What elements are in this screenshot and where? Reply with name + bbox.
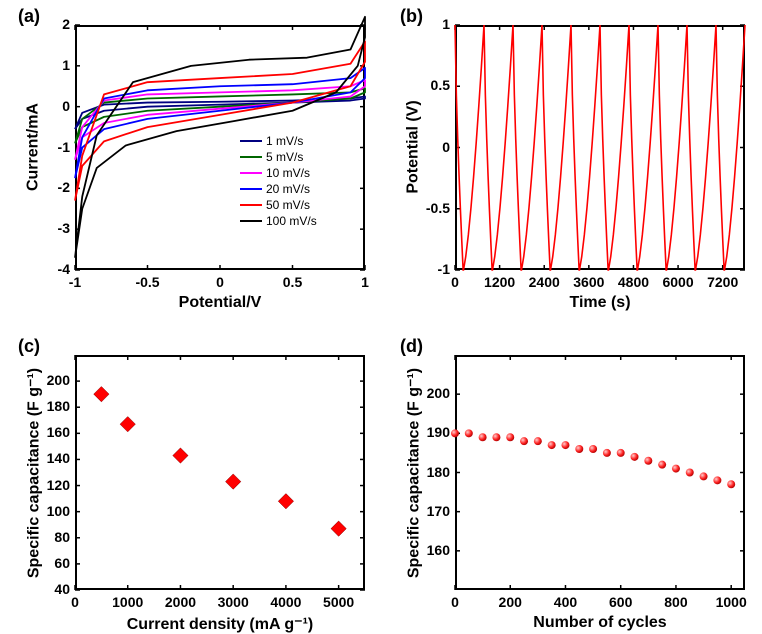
panel-d-svg xyxy=(0,0,762,634)
figure-root: (a) Potential/V Current/mA -1-0.500.51-4… xyxy=(0,0,762,634)
panel-d-xlabel: Number of cycles xyxy=(455,614,745,632)
